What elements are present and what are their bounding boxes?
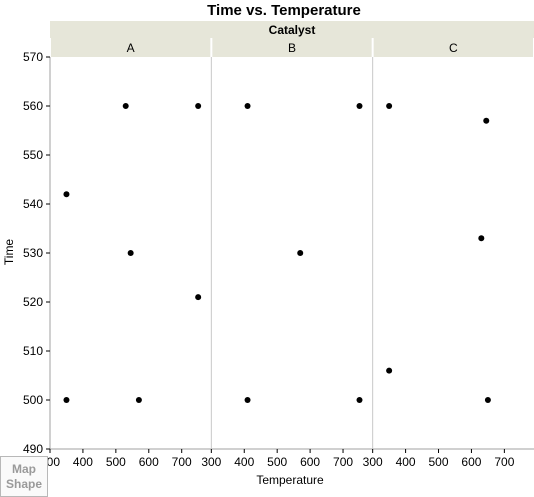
data-point[interactable] [244, 397, 251, 403]
x-tick-label: 400 [234, 455, 254, 469]
x-tick-label: 300 [201, 455, 221, 469]
data-point[interactable] [127, 250, 134, 256]
data-point[interactable] [195, 294, 202, 301]
data-point[interactable] [195, 103, 202, 109]
data-point[interactable] [356, 103, 363, 109]
y-tick-label: 490 [23, 442, 43, 456]
data-point[interactable] [356, 397, 363, 403]
y-axis-label: Time [2, 239, 16, 266]
data-point[interactable] [484, 397, 491, 403]
map-shape-label-line1: Map [12, 461, 36, 476]
x-axis-label: Temperature [256, 473, 324, 487]
y-tick-label: 570 [23, 50, 43, 64]
x-tick-label: 500 [267, 455, 287, 469]
data-point[interactable] [63, 397, 70, 403]
panel-header-label: A [127, 41, 135, 55]
panel-header-label: B [288, 41, 296, 55]
data-point[interactable] [386, 367, 393, 374]
x-tick-label: 500 [429, 455, 449, 469]
x-tick-label: 500 [106, 455, 126, 469]
data-point[interactable] [122, 103, 129, 109]
panel-header-C[interactable] [373, 38, 533, 57]
y-tick-label: 510 [23, 344, 43, 358]
x-tick-label: 700 [494, 455, 514, 469]
data-point[interactable] [135, 397, 142, 403]
y-tick-label: 520 [23, 295, 43, 309]
x-tick-label: 300 [363, 455, 383, 469]
map-shape-drop-zone[interactable]: Map Shape [0, 456, 48, 497]
panel-header-A[interactable] [51, 38, 211, 57]
y-tick-label: 550 [23, 148, 43, 162]
group-by-header[interactable] [50, 21, 534, 38]
x-tick-label: 400 [73, 455, 93, 469]
x-tick-label: 700 [172, 455, 192, 469]
panel-header-B[interactable] [212, 38, 372, 57]
data-point[interactable] [483, 117, 490, 124]
chart-title: Time vs. Temperature [207, 2, 361, 19]
data-point[interactable] [244, 103, 251, 109]
y-tick-label: 500 [23, 393, 43, 407]
y-tick-label: 530 [23, 246, 43, 260]
group-by-label: Catalyst [269, 23, 316, 37]
data-point[interactable] [297, 250, 304, 256]
x-tick-label: 600 [461, 455, 481, 469]
y-tick-label: 560 [23, 99, 43, 113]
panel-header-label: C [449, 41, 458, 55]
map-shape-label-line2: Shape [5, 476, 42, 491]
x-tick-label: 600 [139, 455, 159, 469]
y-tick-label: 540 [23, 197, 43, 211]
x-tick-label: 700 [333, 455, 353, 469]
x-tick-label: 400 [396, 455, 416, 469]
data-point[interactable] [63, 191, 70, 198]
data-point[interactable] [478, 235, 485, 242]
data-point[interactable] [386, 103, 393, 109]
x-tick-label: 600 [300, 455, 320, 469]
